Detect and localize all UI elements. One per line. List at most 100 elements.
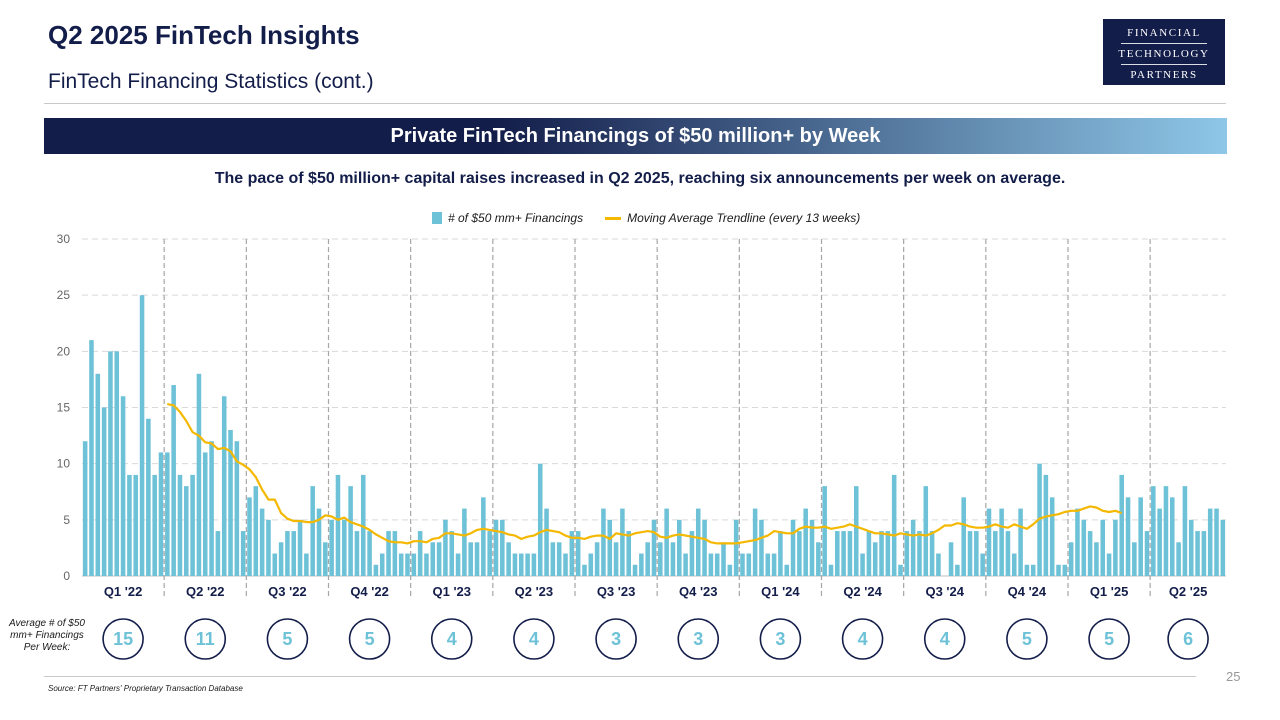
bar [234,441,240,576]
logo-separator [1121,64,1207,65]
bar [1220,519,1226,576]
bar [651,519,657,576]
bar [310,486,315,576]
legend-bar-swatch [432,212,442,224]
bar [689,531,695,576]
bar [158,452,164,576]
bar [613,542,619,576]
bar [632,564,638,576]
bar [1214,508,1219,576]
bar [101,407,107,576]
quarter-label: Q1 '22 [104,584,143,599]
average-value: 4 [940,629,950,649]
bar [171,385,176,576]
bar [733,519,739,576]
bar [430,542,436,576]
average-value: 3 [611,629,621,649]
bar [879,531,884,576]
bar [209,441,214,576]
bar [588,553,594,576]
bar [177,474,183,576]
bar [961,497,966,576]
bar [1011,553,1017,576]
y-tick-label: 30 [57,232,71,246]
average-circle [841,618,884,660]
bar [891,474,897,576]
bar [392,531,398,576]
average-circle [1167,618,1209,660]
bar [740,553,745,576]
bar [221,396,227,576]
bar [910,519,916,576]
bar [481,497,486,576]
y-tick-label: 15 [57,401,71,415]
bar [468,542,473,576]
bar [1132,542,1137,576]
bar [398,553,404,576]
bar [190,474,195,576]
bar [917,531,922,576]
bar [272,553,278,576]
average-circle [430,618,473,660]
bar [620,508,625,576]
page-subtitle: FinTech Financing Statistics (cont.) [48,70,374,93]
bar [835,531,840,576]
trendline [167,403,1123,545]
bar [139,295,145,576]
bar [455,553,461,576]
bar [184,486,189,576]
bar [316,508,322,576]
bar [165,452,170,576]
bar [367,531,372,576]
bar [405,553,410,576]
bar [721,542,726,576]
bar [285,531,290,576]
bar [967,531,973,576]
bar [443,519,448,576]
chart-headline: The pace of $50 million+ capital raises … [214,170,1066,187]
quarter-label: Q2 '22 [186,584,225,599]
bar [323,542,328,576]
y-tick-label: 25 [57,288,71,302]
bar [525,553,530,576]
bar [974,531,979,576]
bar [1170,497,1175,576]
quarter-label: Q2 '23 [515,584,554,599]
bar [411,553,417,576]
bar [1119,474,1124,576]
average-value: 4 [858,629,868,649]
bar [784,564,790,576]
average-value: 5 [1022,629,1032,649]
bar [797,531,802,576]
section-banner: Private FinTech Financings of $50 millio… [44,118,1227,154]
bar [1075,508,1080,576]
bar [816,542,821,576]
bar [594,542,600,576]
bar [348,486,353,576]
bar [683,553,688,576]
bar [196,373,202,576]
bar [493,519,499,576]
bar [904,531,910,576]
bar [1138,497,1143,576]
bar [1182,486,1188,576]
bar [809,519,815,576]
bar [601,508,606,576]
bar [1163,486,1169,576]
bar [133,474,138,576]
bar [114,351,120,576]
average-value: 5 [365,629,375,649]
average-value: 5 [282,629,292,649]
bar [746,553,752,576]
bar [291,531,297,576]
bar [386,531,391,576]
bar [259,508,265,576]
bar [980,553,985,576]
bar [771,553,777,576]
bar [247,497,252,576]
legend-bar-label: # of $50 mm+ Financings [448,211,584,225]
quarter-label: Q3 '22 [268,584,307,599]
bar [860,553,865,576]
average-value: 6 [1183,629,1193,649]
average-circle [759,618,802,660]
